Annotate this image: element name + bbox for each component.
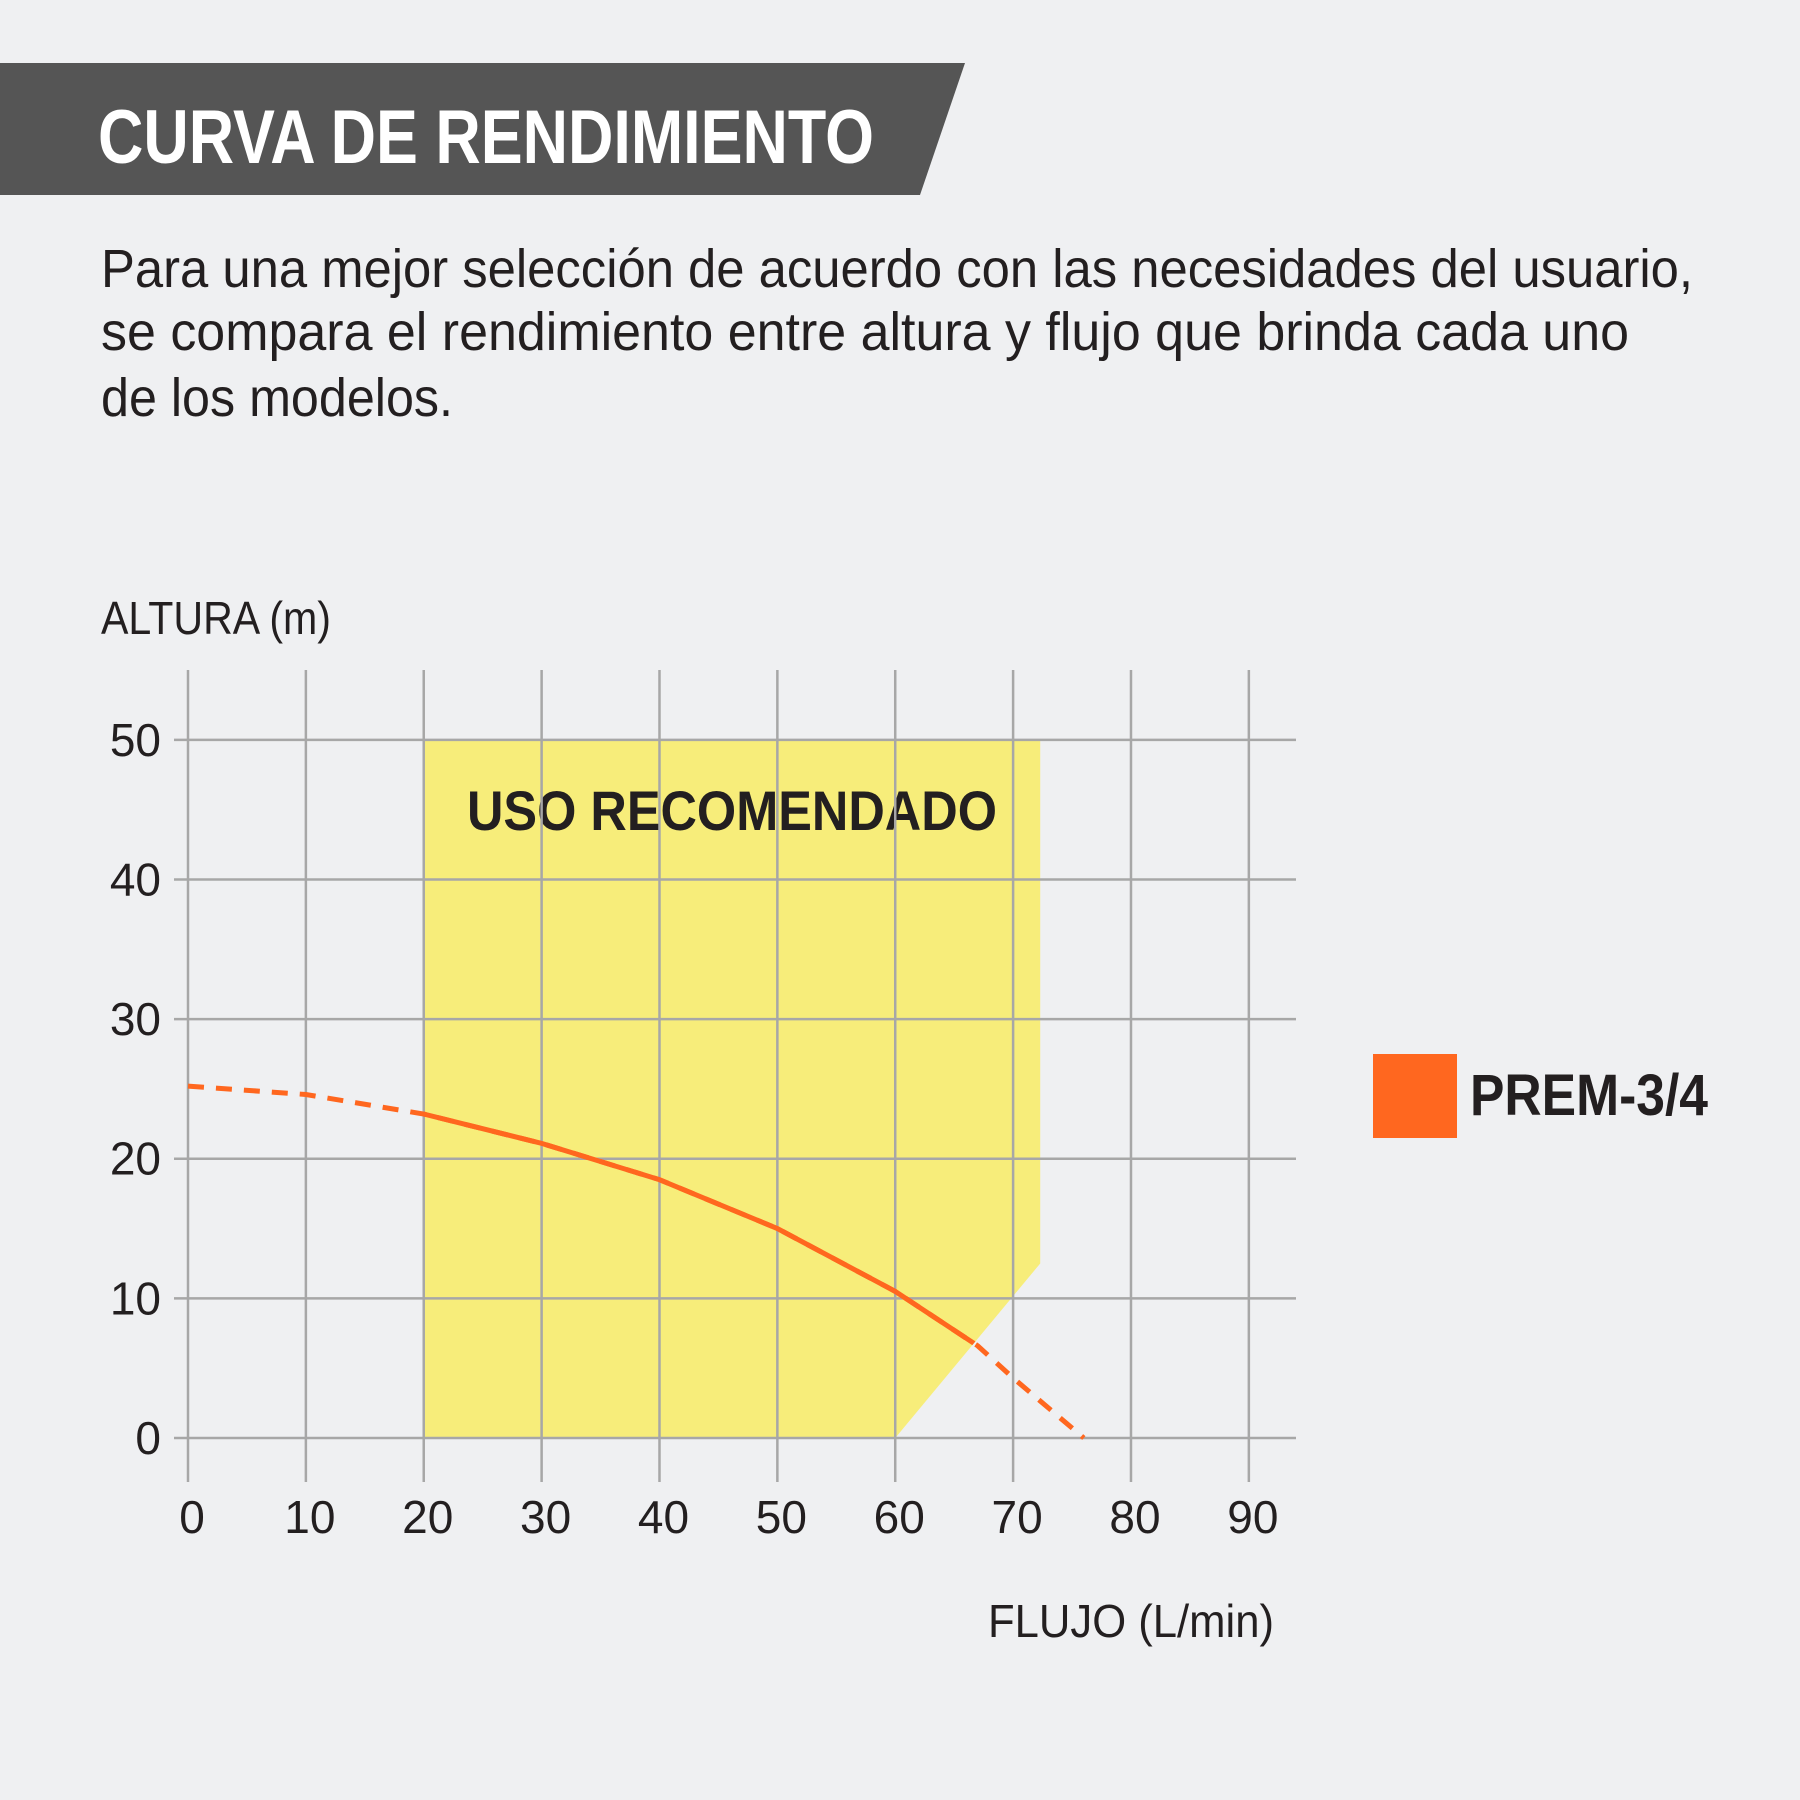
header-title: CURVA DE RENDIMIENTO <box>98 95 874 180</box>
y-tick-label: 10 <box>110 1272 161 1324</box>
legend-swatch <box>1373 1054 1457 1138</box>
x-tick-label: 40 <box>638 1491 689 1543</box>
x-tick-label: 50 <box>756 1491 807 1543</box>
x-axis-label: FLUJO (L/min) <box>988 1595 1274 1647</box>
description-line: de los modelos. <box>101 368 453 428</box>
y-tick-label: 40 <box>110 853 161 905</box>
description-line: se compara el rendimiento entre altura y… <box>101 302 1629 362</box>
y-tick-label: 30 <box>110 993 161 1045</box>
x-tick-label: 60 <box>874 1491 925 1543</box>
y-tick-label: 50 <box>110 714 161 766</box>
recommended-region <box>423 739 1041 1438</box>
y-tick-label: 0 <box>135 1412 161 1464</box>
region-label: USO RECOMENDADO <box>467 779 997 842</box>
x-tick-label: 80 <box>1109 1491 1160 1543</box>
x-tick-label: 20 <box>402 1491 453 1543</box>
description-line: Para una mejor selección de acuerdo con … <box>101 239 1693 299</box>
legend-label: PREM-3/4 <box>1470 1063 1708 1128</box>
x-tick-label: 10 <box>284 1491 335 1543</box>
y-axis-label: ALTURA (m) <box>101 592 331 644</box>
y-tick-label: 20 <box>110 1133 161 1185</box>
header-bar <box>0 63 965 195</box>
x-tick-label: 0 <box>179 1491 205 1543</box>
x-tick-label: 30 <box>520 1491 571 1543</box>
x-tick-label: 70 <box>992 1491 1043 1543</box>
x-tick-label: 90 <box>1227 1491 1278 1543</box>
